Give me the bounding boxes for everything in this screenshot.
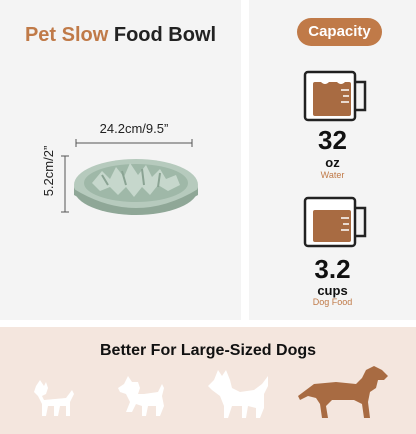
product-title: Pet Slow Food Bowl	[24, 24, 217, 46]
capacity-badge: Capacity	[297, 18, 382, 46]
height-dimension-line	[61, 155, 69, 213]
height-label: 5.2cm/2”	[41, 145, 56, 197]
food-label: Dog Food	[312, 297, 353, 307]
water-label: Water	[320, 170, 345, 180]
food-capacity-unit: cups	[317, 283, 348, 298]
dog-size-title: Better For Large-Sized Dogs	[99, 342, 317, 359]
food-capacity-value: 3.2	[314, 254, 351, 284]
terrier-dog-icon	[118, 376, 164, 416]
measuring-cup-icon	[303, 196, 367, 248]
width-label: 24.2cm/9.5”	[99, 121, 169, 136]
large-dog-icon	[298, 366, 388, 418]
width-dimension-line	[75, 139, 193, 147]
measuring-cup-icon	[303, 70, 367, 122]
small-dog-icon	[34, 380, 74, 416]
water-capacity-unit: oz	[325, 155, 340, 170]
slow-feeder-bowl-image	[74, 159, 198, 215]
water-capacity-value: 32	[318, 125, 347, 155]
husky-dog-icon	[208, 370, 268, 418]
capacity-panel	[249, 0, 416, 320]
dog-size-panel	[0, 327, 416, 434]
